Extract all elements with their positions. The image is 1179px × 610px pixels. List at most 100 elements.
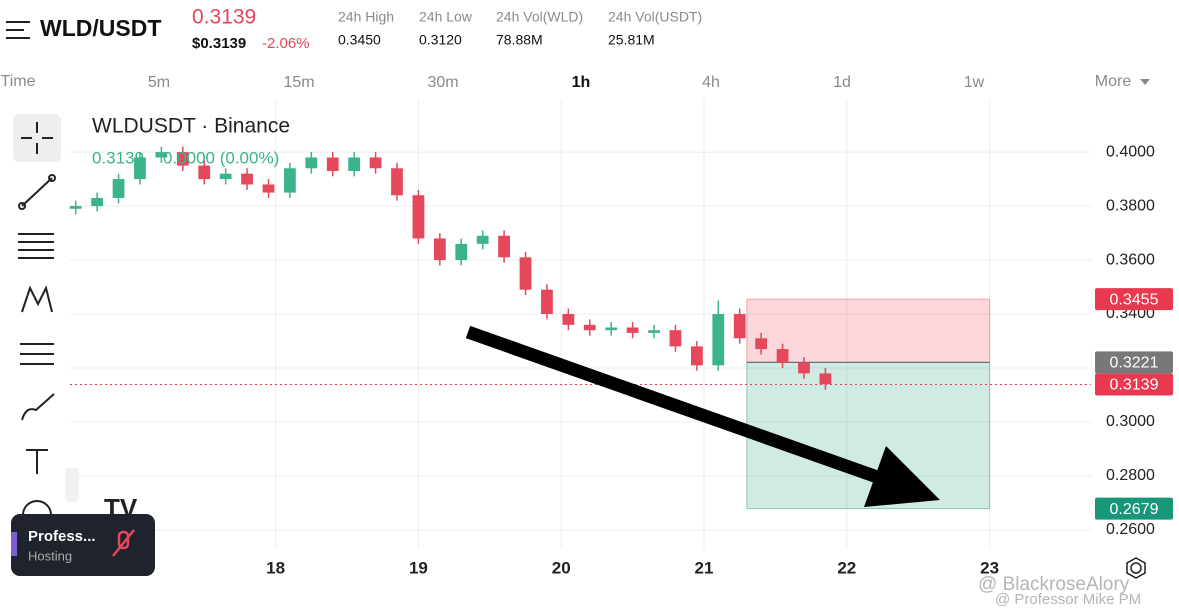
candle-body [198, 165, 211, 180]
candle-body [648, 330, 660, 333]
candle-body [755, 338, 768, 350]
price-label: 0.3455 [1110, 291, 1159, 308]
symbol: WLD/USDT [40, 15, 161, 41]
host-card[interactable]: Profess... Hosting [11, 514, 155, 576]
candle-body [776, 349, 789, 363]
prediction-icon[interactable] [20, 343, 54, 365]
candle-body [326, 157, 339, 171]
candle-body [284, 168, 296, 193]
stat-label: 24h Vol(USDT) [608, 9, 702, 25]
mic-muted-icon [112, 529, 135, 557]
annotation-arrowhead [864, 446, 940, 507]
brush-icon[interactable] [21, 393, 55, 421]
stat-label: 24h Low [419, 9, 473, 25]
price-label: 0.3221 [1110, 355, 1159, 372]
host-accent [11, 532, 17, 556]
y-tick-label: 0.3000 [1106, 413, 1155, 430]
timeframe[interactable]: More [1095, 73, 1132, 90]
candle-body [712, 314, 725, 366]
candle-body [798, 362, 810, 374]
last-price: 0.3139 [192, 6, 256, 29]
crosshair-icon [21, 122, 53, 154]
price-label-bg [1095, 373, 1173, 396]
tool-crosshair[interactable] [13, 114, 61, 162]
candle-body [541, 289, 553, 315]
timeframe[interactable]: Time [1, 73, 36, 90]
candle-body [155, 152, 168, 158]
stat-value: 78.88M [496, 32, 543, 48]
stat-value: 0.3120 [419, 32, 462, 48]
candle-body [819, 373, 832, 385]
candle-body [369, 157, 382, 169]
timeframe[interactable]: 1w [964, 74, 985, 91]
timeframe[interactable]: 1d [833, 74, 851, 91]
x-tick-label: 19 [409, 558, 428, 577]
candle-body [626, 327, 639, 333]
candle-body [134, 157, 146, 180]
stat-value: 25.81M [608, 32, 655, 48]
timeframe[interactable]: 4h [702, 74, 720, 91]
candle-body [455, 243, 468, 261]
candle-body [733, 314, 746, 339]
host-status: Hosting [28, 548, 72, 563]
candle-body [112, 179, 125, 198]
x-tick-label: 18 [266, 558, 285, 577]
y-tick-label: 0.3600 [1106, 251, 1155, 268]
price-label-bg [1095, 288, 1173, 311]
price-label: 0.2679 [1110, 501, 1159, 518]
x-tick-label: 21 [695, 558, 714, 577]
price-usd: $0.3139 [192, 35, 246, 52]
text-icon[interactable] [26, 449, 48, 474]
candle-body [498, 235, 510, 258]
legend-change: 0.0000 (0.00%) [163, 148, 279, 167]
price-label-bg [1095, 351, 1173, 374]
x-tick-label: 20 [552, 558, 571, 577]
watermark: @ Professor Mike PM [995, 591, 1141, 608]
candle-body [412, 195, 425, 239]
change: -2.06% [262, 35, 310, 52]
stat-label: 24h High [338, 9, 394, 25]
dropdown-arrow [1140, 79, 1150, 85]
legend-price: 0.3139 [92, 148, 144, 167]
candle-body [391, 168, 403, 196]
stat-value: 0.3450 [338, 32, 381, 48]
candle-body [583, 324, 596, 331]
candle-body [262, 184, 275, 193]
stat-label: 24h Vol(WLD) [496, 9, 583, 25]
host-name: Profess... [28, 528, 96, 545]
price-label: 0.3139 [1110, 377, 1159, 394]
fib-icon[interactable] [18, 233, 54, 259]
x-tick-label: 23 [980, 558, 999, 577]
candle-body [605, 327, 618, 331]
candle-body [348, 157, 361, 171]
annotation-arrow [465, 325, 883, 485]
candle-body [219, 173, 232, 180]
candle-body [69, 206, 82, 209]
timeframe[interactable]: 30m [427, 74, 458, 91]
candle-body [305, 157, 318, 169]
host-card-bg [11, 514, 155, 576]
chart-title: WLDUSDT · Binance [92, 115, 290, 138]
candle-body [241, 173, 253, 185]
timeframe[interactable]: 1h [572, 74, 591, 91]
candle-body [176, 152, 189, 166]
trendline-icon[interactable] [18, 174, 56, 210]
plot: 0.26000.28000.30000.32000.34000.36000.38… [69, 100, 1173, 577]
watermark: @ BlackroseAlory [978, 574, 1130, 595]
menu-icon[interactable] [6, 21, 30, 39]
candle-body [476, 235, 489, 244]
timeframe[interactable]: 15m [283, 74, 314, 91]
candle-body [669, 330, 682, 347]
settings-icon[interactable] [1126, 557, 1146, 579]
candle-body [519, 257, 532, 290]
target-zone [746, 361, 991, 510]
timeframe[interactable]: 5m [148, 74, 170, 91]
candle-body [91, 197, 104, 207]
collapse-button[interactable] [65, 468, 79, 502]
y-tick-label: 0.2800 [1106, 467, 1155, 484]
y-tick-label: 0.4000 [1106, 143, 1155, 160]
candle-body [433, 238, 446, 261]
pattern-icon[interactable] [21, 285, 53, 313]
candle-body [690, 346, 703, 366]
